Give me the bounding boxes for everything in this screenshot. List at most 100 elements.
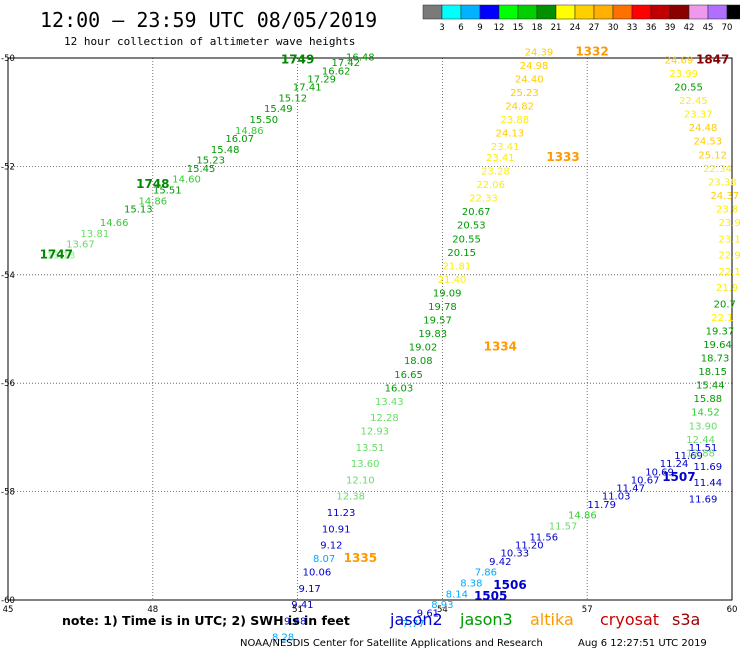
scale-swatch <box>536 4 557 20</box>
scale-label: 3 <box>439 23 444 33</box>
footer-note: note: 1) Time is in UTC; 2) SWH is in fe… <box>62 613 350 628</box>
scale-swatch <box>650 4 671 20</box>
swh-value-altika: 24.40 <box>515 74 544 85</box>
scale-label: 9 <box>477 23 482 33</box>
swh-value-altika: 16.03 <box>385 383 414 394</box>
y-tick-label: -58 <box>1 488 15 498</box>
scale-swatch <box>726 4 740 20</box>
swh-value-altika: 21.81 <box>443 261 472 272</box>
swh-value-jason3: 15.51 <box>153 186 182 197</box>
swh-value-jason2: 11.57 <box>549 522 578 533</box>
swh-value-altika: 22.33 <box>469 194 498 205</box>
y-tick-label: -52 <box>1 162 15 172</box>
swh-value-altika: 18.08 <box>404 356 433 367</box>
swh-value-jason2: 8.14 <box>446 589 468 600</box>
y-tick-label: -56 <box>1 379 15 389</box>
swh-value-jason2: 7.86 <box>475 568 497 579</box>
swh-value-altika: 20.55 <box>452 234 481 245</box>
legend-cryosat: cryosat <box>600 610 659 629</box>
swh-value-s3a: 13.90 <box>689 421 718 432</box>
scale-swatch <box>688 4 709 20</box>
plot-frame <box>7 57 733 601</box>
swh-value-jason2: 11.20 <box>515 541 544 552</box>
swh-value-s3a: 25.12 <box>698 150 727 161</box>
time-label: 1334 <box>484 340 517 354</box>
swh-value-jason3: 15.50 <box>249 115 278 126</box>
time-label: 1335 <box>344 551 377 565</box>
swh-value-jason2: 8.93 <box>431 600 453 611</box>
scale-label: 36 <box>646 23 657 33</box>
swh-value-altika: 23.41 <box>491 142 520 153</box>
scale-swatch <box>669 4 690 20</box>
chart-subtitle: 12 hour collection of altimeter wave hei… <box>64 35 355 48</box>
scale-swatch <box>441 4 462 20</box>
swh-value-altika: 22.06 <box>476 180 505 191</box>
satellite-legend: jason2 jason3 altika cryosat s3a <box>389 610 700 629</box>
legend-altika: altika <box>530 610 574 629</box>
grid-lines <box>7 57 733 601</box>
swh-value-jason3: 14.86 <box>235 126 264 137</box>
swh-value-jason2: 11.03 <box>602 492 631 503</box>
swh-value-altika: 24.13 <box>496 129 525 140</box>
swh-value-altika: 21.40 <box>438 275 467 286</box>
scale-label: 33 <box>627 23 638 33</box>
y-tick-label: -50 <box>1 54 15 64</box>
axes: 45 48 51 54 57 60 -50 -52 -54 -56 -58 -60 <box>1 54 737 615</box>
swh-value-jason2: 8.38 <box>460 578 482 589</box>
swh-value-s3a: 22.45 <box>679 96 708 107</box>
x-tick-label: 51 <box>292 605 303 615</box>
scale-label: 70 <box>722 23 733 33</box>
swh-value-s3a: 22.1 <box>718 267 740 278</box>
swh-value-jason2: 8.28 <box>272 633 294 644</box>
swh-value-altika: 19.78 <box>428 302 457 313</box>
x-tick-label: 45 <box>3 605 14 615</box>
scale-label: 18 <box>532 23 543 33</box>
footer-generated: Aug 6 12:27:51 UTC 2019 <box>578 638 707 649</box>
swh-value-altika: 23.41 <box>486 153 515 164</box>
scale-label: 21 <box>551 23 562 33</box>
swh-value-altika: 25.23 <box>510 88 539 99</box>
x-tick-label: 48 <box>147 605 158 615</box>
swh-value-altika: 24.39 <box>525 47 554 58</box>
swh-value-s3a: 22.34 <box>703 164 732 175</box>
swh-value-s3a: 19.37 <box>706 326 735 337</box>
swh-value-jason2: 11.69 <box>674 451 703 462</box>
swh-value-altika: 20.53 <box>457 221 486 232</box>
swh-value-s3a: 15.44 <box>696 381 725 392</box>
swh-value-altika: 12.38 <box>336 492 365 503</box>
scale-label: 27 <box>589 23 600 33</box>
swh-value-altika: 24.82 <box>505 101 534 112</box>
swh-value-s3a: 24.48 <box>689 123 718 134</box>
swh-value-jason2: 11.44 <box>694 478 723 489</box>
x-tick-label: 57 <box>582 605 593 615</box>
swh-value-jason3: 13.13 <box>47 251 76 262</box>
swh-value-jason2: 11.51 <box>689 443 718 454</box>
scale-label: 15 <box>513 23 524 33</box>
time-label: 1506 <box>493 578 526 592</box>
swh-value-jason2: 11.79 <box>587 500 616 511</box>
swh-value-altika: 12.10 <box>346 475 375 486</box>
swh-value-s3a: 15.88 <box>694 394 723 405</box>
swh-value-s3a: 23.99 <box>669 69 698 80</box>
swh-value-altika: 19.09 <box>433 288 462 299</box>
swh-value-jason3: 16.62 <box>322 66 351 77</box>
swh-value-jason2: 11.24 <box>660 459 689 470</box>
swh-value-jason3: 17.41 <box>293 83 322 94</box>
swh-value-jason2: 14.86 <box>568 511 597 522</box>
swh-value-s3a: 24.69 <box>665 55 694 66</box>
swh-value-jason3: 13.67 <box>66 240 95 251</box>
swh-value-altika: 23.28 <box>481 167 510 178</box>
swh-value-s3a: 18.15 <box>698 367 727 378</box>
swh-value-altika: 19.02 <box>409 343 438 354</box>
scale-swatch <box>479 4 500 20</box>
swh-value-s3a: 22.9 <box>718 251 740 262</box>
swh-value-s3a: 12.88 <box>686 448 715 459</box>
swh-value-jason3: 15.49 <box>264 104 293 115</box>
swh-value-jason3: 15.12 <box>278 93 307 104</box>
swh-value-jason2: 10.33 <box>500 549 529 560</box>
swh-value-jason2: 10.91 <box>322 524 351 535</box>
footer-credit: NOAA/NESDIS Center for Satellite Applica… <box>240 638 543 649</box>
swh-value-jason2: 11.56 <box>529 532 558 543</box>
data-points: 13.1313.6713.8114.6615.1314.8615.5114.60… <box>47 47 740 643</box>
